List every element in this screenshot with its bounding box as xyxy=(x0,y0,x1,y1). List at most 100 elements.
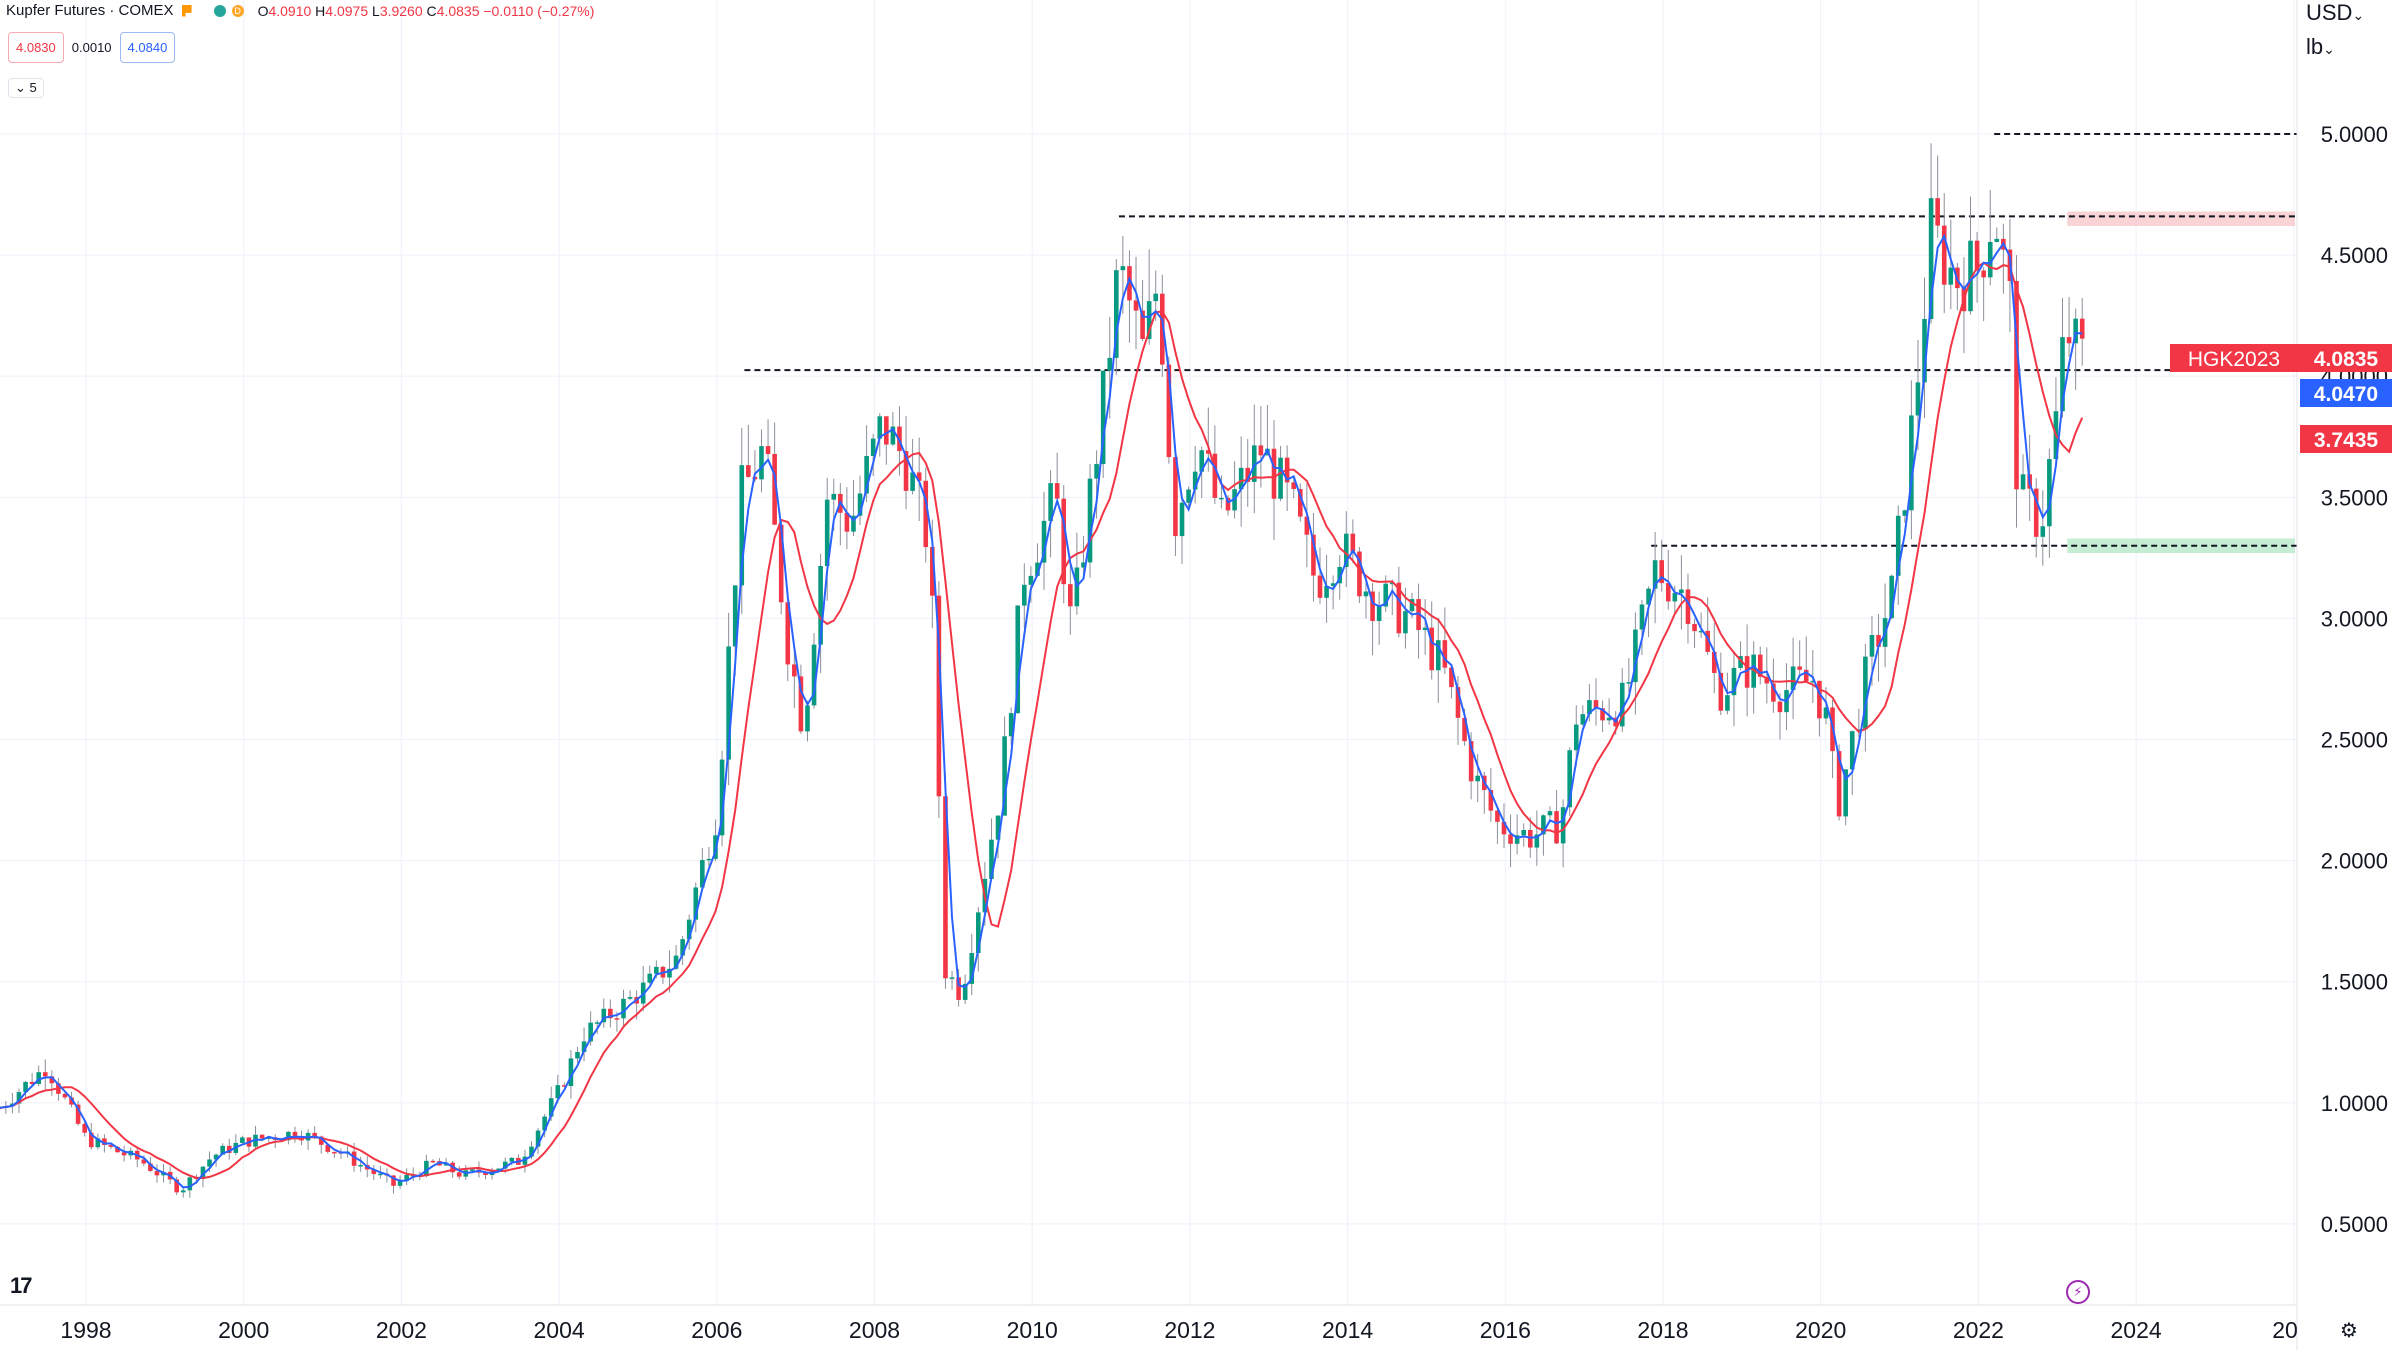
candle-body xyxy=(424,1160,429,1177)
indicators-toggle[interactable]: ⌄ 5 xyxy=(8,78,44,98)
candle-body xyxy=(1521,829,1526,836)
candle-body xyxy=(989,839,994,879)
candle-body xyxy=(811,644,817,706)
candle-body xyxy=(42,1072,48,1077)
candle-body xyxy=(772,454,777,525)
candle-body xyxy=(588,1022,593,1042)
ma-fast-tag-bg xyxy=(2300,379,2392,407)
candle-body xyxy=(529,1146,534,1157)
candle-body xyxy=(667,968,672,978)
tradingview-logo-icon[interactable]: 17 xyxy=(10,1273,33,1298)
chevron-down-icon: ⌄ xyxy=(15,80,26,95)
candle-body xyxy=(746,465,751,477)
candle-body xyxy=(1639,604,1645,630)
candle-body xyxy=(1061,498,1067,585)
settings-gear-icon[interactable]: ⚙ xyxy=(2340,1320,2358,1342)
symbol-legend[interactable]: Kupfer Futures · COMEX D O4.0910 H4.0975… xyxy=(6,2,594,19)
last-price-tag-bg xyxy=(2300,344,2392,372)
candle-body xyxy=(956,977,961,1000)
candle-body xyxy=(1823,707,1829,719)
candle-body xyxy=(121,1152,127,1156)
candle-body xyxy=(1606,717,1612,721)
candle-body xyxy=(207,1159,212,1167)
candle-body xyxy=(1698,630,1704,633)
candle-body xyxy=(397,1180,403,1186)
candle-body xyxy=(1271,448,1277,499)
time-tick-label: 2010 xyxy=(1007,1317,1058,1343)
candle-body xyxy=(29,1081,35,1084)
candle-body xyxy=(1876,634,1881,647)
candle-body xyxy=(627,997,633,999)
candle-body xyxy=(1744,656,1750,688)
candle-body xyxy=(378,1173,383,1176)
candle-body xyxy=(903,451,909,491)
candle-body xyxy=(1153,293,1159,302)
candle-body xyxy=(890,426,896,445)
candle-body xyxy=(102,1138,107,1145)
candle-body xyxy=(1468,741,1474,782)
flag-icon[interactable] xyxy=(181,4,192,17)
candle-body xyxy=(1659,560,1664,584)
candle-body xyxy=(778,524,784,603)
candle-body xyxy=(1560,807,1566,844)
delayed-data-dot-icon: D xyxy=(231,4,244,17)
price-zone xyxy=(2067,211,2295,227)
time-tick-label: 2004 xyxy=(534,1317,585,1343)
candle-body xyxy=(1863,656,1868,730)
candle-body xyxy=(1278,457,1283,499)
candle-body xyxy=(1343,533,1349,568)
candle-body xyxy=(456,1172,462,1177)
candle-body xyxy=(1455,687,1461,718)
currency-unit[interactable]: USD⌄ xyxy=(2306,0,2365,25)
bid-button[interactable]: 4.0830 xyxy=(8,32,64,63)
candle-body xyxy=(351,1151,357,1166)
candle-body xyxy=(75,1104,81,1124)
candle-body xyxy=(739,465,745,586)
candle-body xyxy=(49,1076,55,1084)
candle-body xyxy=(1107,357,1113,371)
chevron-down-icon: ⌄ xyxy=(2323,41,2335,57)
candle-body xyxy=(1968,240,1973,312)
candle-body xyxy=(1646,588,1651,605)
candle-body xyxy=(700,860,705,888)
candle-body xyxy=(1889,575,1894,619)
candle-body xyxy=(949,977,955,979)
candle-body xyxy=(200,1166,206,1179)
candle-body xyxy=(1068,584,1073,607)
candle-body xyxy=(581,1041,587,1053)
lightning-icon[interactable]: ⚡ xyxy=(2066,1280,2090,1304)
candle-body xyxy=(910,472,915,491)
candle-body xyxy=(1225,497,1231,511)
candle-body xyxy=(824,499,830,567)
candle-body xyxy=(1166,364,1172,458)
ask-button[interactable]: 4.0840 xyxy=(119,32,176,63)
candle-body xyxy=(1711,651,1717,673)
candle-body xyxy=(1692,623,1697,632)
candle-body xyxy=(430,1160,436,1163)
candle-body xyxy=(371,1169,377,1175)
candle-body xyxy=(930,547,935,596)
candle-body xyxy=(259,1134,265,1139)
candle-body xyxy=(502,1161,508,1169)
candle-body xyxy=(1948,267,1954,285)
candle-body xyxy=(844,512,850,532)
candle-body xyxy=(614,1018,620,1020)
candle-body xyxy=(1008,713,1014,737)
candle-body xyxy=(686,919,692,940)
candle-body xyxy=(535,1130,541,1147)
measure-unit[interactable]: lb⌄ xyxy=(2306,34,2335,59)
candle-body xyxy=(608,1008,613,1019)
candle-body xyxy=(266,1137,271,1139)
candle-body xyxy=(969,953,975,984)
candle-body xyxy=(1790,666,1796,691)
candle-body xyxy=(1350,533,1356,552)
price-tick-label: 3.5000 xyxy=(2321,485,2388,510)
candle-body xyxy=(1941,225,1947,285)
candle-body xyxy=(1652,560,1658,589)
symbol-title[interactable]: Kupfer Futures · COMEX xyxy=(6,2,174,19)
candle-body xyxy=(785,602,791,665)
candle-body xyxy=(483,1172,488,1176)
candle-body xyxy=(187,1177,193,1191)
candle-body xyxy=(1422,627,1428,631)
